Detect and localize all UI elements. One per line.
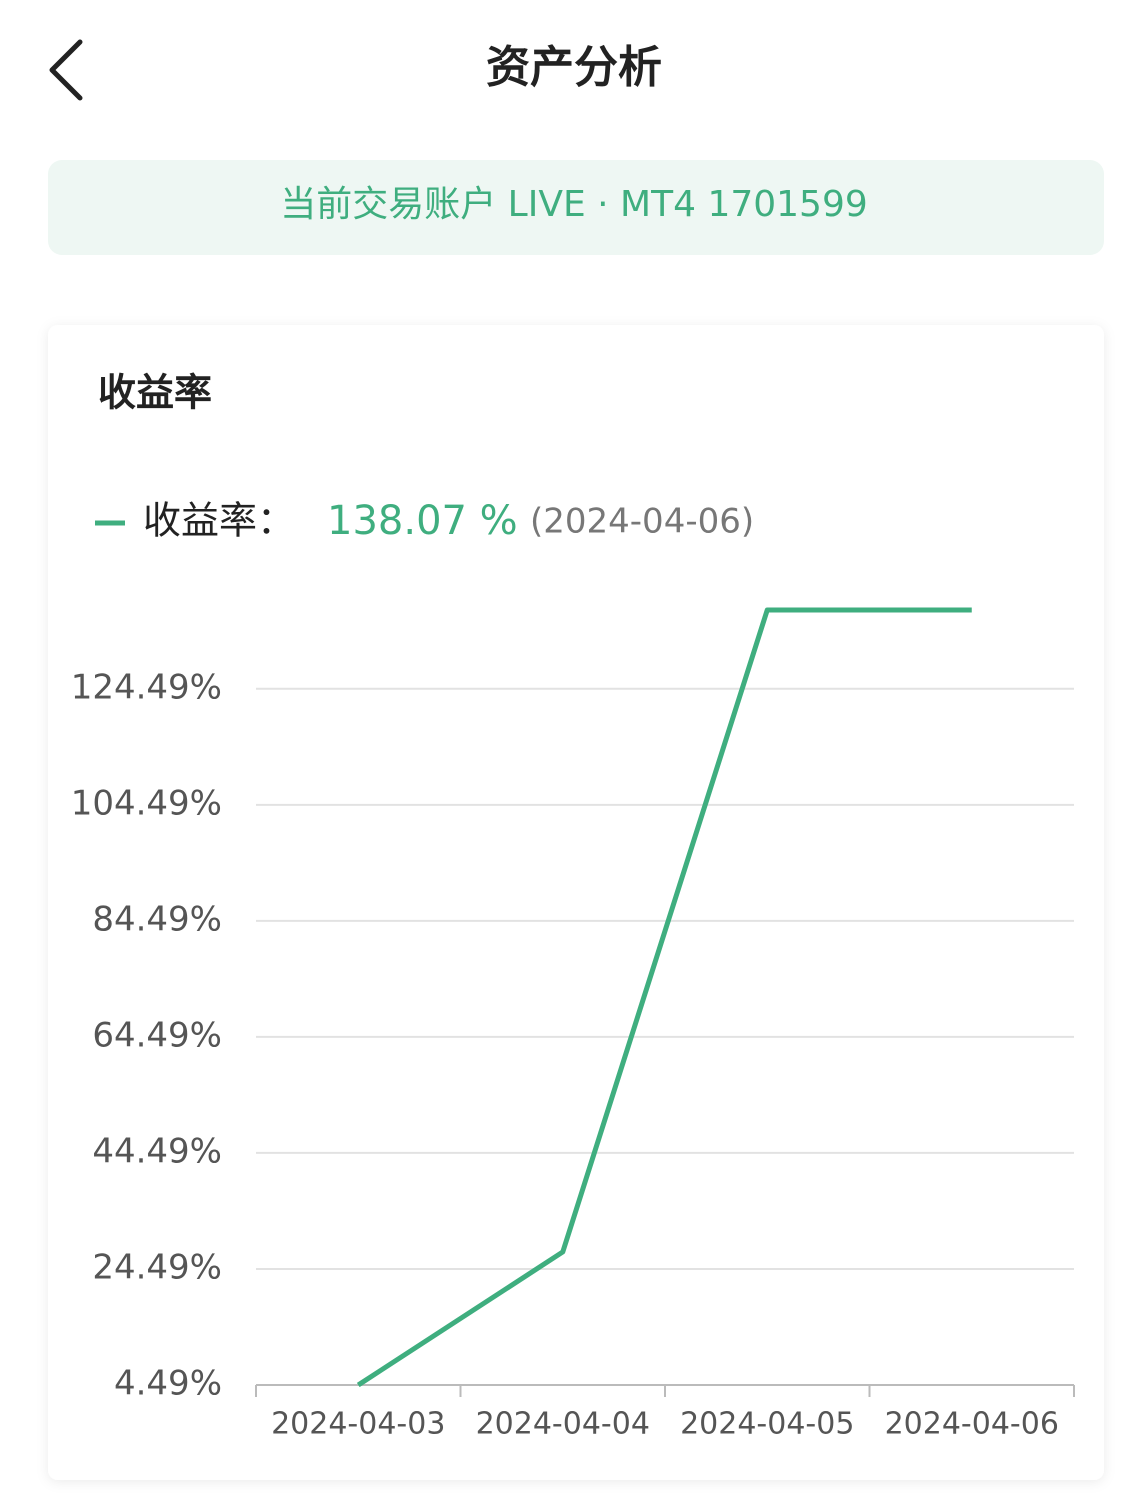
y-tick-label: 64.49% — [92, 1015, 222, 1055]
legend-date: (2024-04-06) — [530, 502, 754, 542]
back-button[interactable] — [49, 39, 83, 101]
page-title: 资产分析 — [486, 42, 662, 93]
chart-title: 收益率 — [98, 371, 212, 415]
y-tick-label: 24.49% — [92, 1247, 222, 1287]
legend-label: 收益率： — [143, 499, 295, 543]
x-tick-label: 2024-04-06 — [885, 1407, 1059, 1442]
x-tick-label: 2024-04-03 — [271, 1407, 445, 1442]
chart-card — [48, 325, 1104, 1480]
y-tick-label: 4.49% — [114, 1364, 222, 1404]
legend-value: 138.07 % — [327, 498, 518, 544]
y-tick-label: 84.49% — [92, 899, 222, 939]
x-tick-label: 2024-04-04 — [476, 1407, 650, 1442]
y-tick-label: 104.49% — [71, 783, 222, 823]
account-bar — [48, 160, 1104, 255]
chart: 4.49% 24.49% 44.49% 64.49% 84.49% 104.49% 124.… — [71, 498, 1075, 1442]
x-tick-label: 2024-04-05 — [680, 1407, 854, 1442]
y-tick-label: 44.49% — [92, 1131, 222, 1171]
y-tick-label: 124.49% — [71, 667, 222, 707]
account-label: 当前交易账户 LIVE · MT4 1701599 — [280, 184, 868, 225]
line-series — [356, 607, 972, 1388]
